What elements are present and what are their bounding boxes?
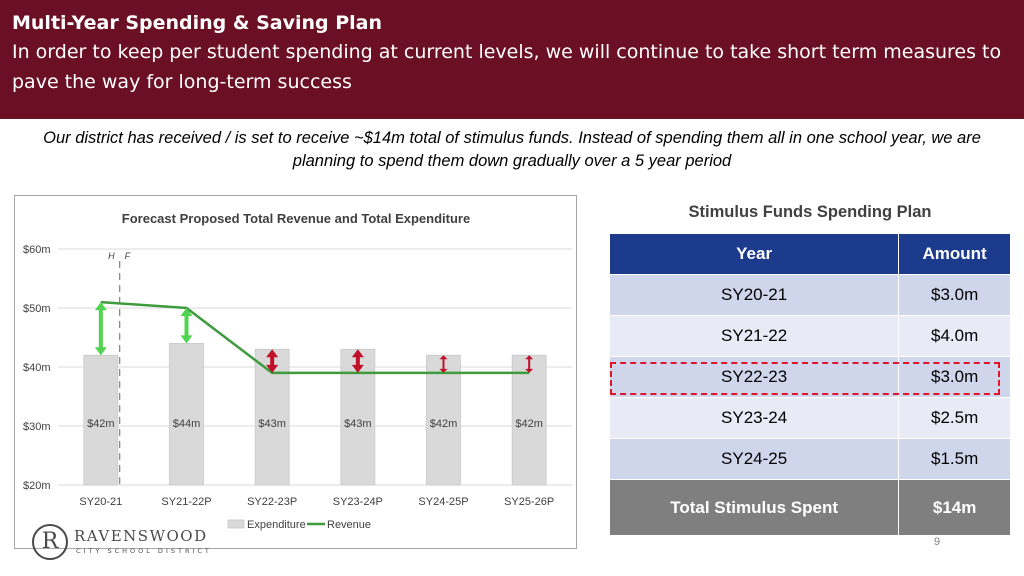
logo-subtitle: CITY SCHOOL DISTRICT [76,547,212,555]
gap-arrow-icon [266,349,279,373]
expenditure-bar [169,342,204,486]
table-row: SY24-25 $1.5m [608,438,1011,480]
intro-text: Our district has received / is set to re… [43,129,981,170]
bar-value-label: $44m [173,418,201,430]
year-cell: SY24-25 [608,438,900,480]
column-header-year: Year [608,233,900,275]
logo-name: RAVENSWOOD [74,527,208,545]
x-tick-label: SY23-24P [333,496,383,508]
amount-cell: $3.0m [898,274,1011,316]
gap-arrow-icon [351,349,364,373]
bar-value-label: $42m [430,418,458,430]
gap-arrow-icon [439,355,448,373]
bar-value-label: $43m [344,418,372,430]
gap-arrow-icon [94,302,107,356]
year-cell: SY21-22 [608,315,900,357]
divider-label-f: F [125,251,131,261]
revenue-line [100,300,530,375]
header-banner: Multi-Year Spending & Saving Plan In ord… [0,0,1024,119]
y-tick-label: $60m [23,244,51,256]
expenditure-bar [511,354,547,486]
bar-value-label: $42m [515,418,543,430]
y-tick-label: $40m [23,362,51,374]
page-subtitle: In order to keep per student spending at… [12,41,1002,93]
total-amount-cell: $14m [898,479,1011,536]
x-tick-label: SY25-26P [504,496,554,508]
table-row: SY22-23 $3.0m [608,356,1011,398]
page-title: Multi-Year Spending & Saving Plan [12,12,383,34]
table-header-row: Year Amount [608,233,1011,275]
district-logo: R RAVENSWOOD CITY SCHOOL DISTRICT [32,524,232,564]
legend-label-revenue: Revenue [327,519,371,531]
legend-swatch-expenditure [227,519,245,529]
year-cell: SY22-23 [608,356,900,398]
x-tick-label: SY24-25P [418,496,468,508]
revenue-expenditure-chart: Forecast Proposed Total Revenue and Tota… [14,195,577,549]
x-tick-label: SY20-21 [79,496,122,508]
amount-cell: $2.5m [898,397,1011,439]
amount-cell: $1.5m [898,438,1011,480]
year-cell: SY23-24 [608,397,900,439]
column-header-amount: Amount [898,233,1011,275]
total-label-cell: Total Stimulus Spent [608,479,900,536]
chart-title: Forecast Proposed Total Revenue and Tota… [122,211,470,226]
table-total-row: Total Stimulus Spent $14m [608,479,1011,536]
table-title: Stimulus Funds Spending Plan [688,203,932,221]
stimulus-table: Year Amount SY20-21 $3.0m SY21-22 $4.0m … [608,233,1011,536]
amount-cell: $4.0m [898,315,1011,357]
table-row: SY23-24 $2.5m [608,397,1011,439]
expenditure-bar [83,354,119,486]
table-row: SY20-21 $3.0m [608,274,1011,316]
chart-svg: Forecast Proposed Total Revenue and Tota… [23,211,572,531]
bar-value-label: $42m [87,418,115,430]
table-row: SY21-22 $4.0m [608,315,1011,357]
page-number: 9 [934,536,941,548]
year-cell: SY20-21 [608,274,900,316]
gap-arrow-icon [180,308,193,344]
logo-mark: R [32,524,68,560]
bar-value-label: $43m [258,418,286,430]
amount-cell: $3.0m [898,356,1011,398]
x-tick-label: SY22-23P [247,496,297,508]
divider-label-h: H [108,251,115,261]
legend-label-expenditure: Expenditure [247,519,306,531]
y-tick-label: $30m [23,421,51,433]
x-tick-label: SY21-22P [161,496,211,508]
y-tick-label: $50m [23,303,51,315]
y-tick-label: $20m [23,480,51,492]
gap-arrow-icon [525,355,534,373]
